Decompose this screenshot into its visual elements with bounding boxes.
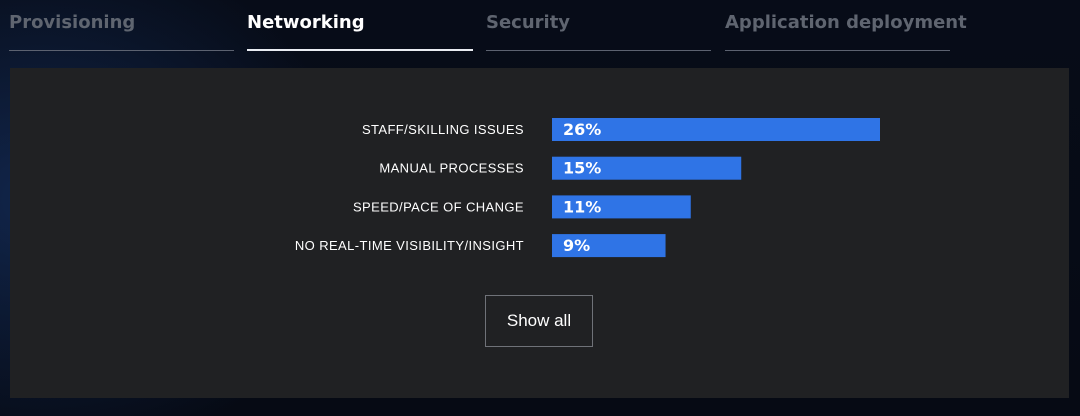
category-label: SPEED/PACE OF CHANGE xyxy=(353,199,524,214)
show-all-button[interactable]: Show all xyxy=(485,295,593,347)
bar xyxy=(552,156,742,180)
data-label: 11% xyxy=(563,197,601,216)
tab-label: Provisioning xyxy=(9,12,136,33)
data-label: 15% xyxy=(563,159,601,178)
category-label: STAFF/SKILLING ISSUES xyxy=(362,122,524,137)
tab-label: Networking xyxy=(247,12,365,33)
category-label: NO REAL-TIME VISIBILITY/INSIGHT xyxy=(295,238,524,253)
data-label: 9% xyxy=(563,236,590,255)
tab-provisioning[interactable]: Provisioning xyxy=(9,12,234,51)
bar xyxy=(552,118,880,141)
tab-networking[interactable]: Networking xyxy=(247,12,473,51)
tab-label: Application deployment xyxy=(725,12,967,33)
bar-chart: STAFF/SKILLING ISSUES 26% MANUAL PROCESSES… xyxy=(295,118,880,258)
tab-label: Security xyxy=(486,12,571,33)
data-label: 26% xyxy=(563,120,601,139)
tab-application-deployment[interactable]: Application deployment xyxy=(725,12,967,51)
tab-security[interactable]: Security xyxy=(486,12,711,51)
category-label: MANUAL PROCESSES xyxy=(379,161,524,176)
chart-panel: STAFF/SKILLING ISSUES 26% MANUAL PROCESSES… xyxy=(10,68,1069,398)
tab-bar: Provisioning Networking Security Applica… xyxy=(0,0,1080,56)
bar xyxy=(552,234,666,258)
bar xyxy=(552,195,691,219)
